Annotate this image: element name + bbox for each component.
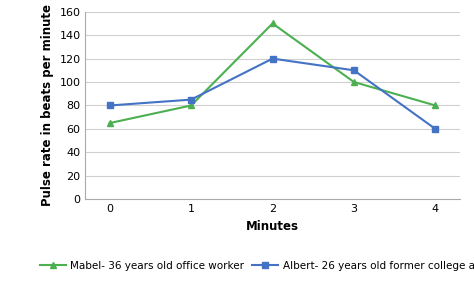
- Albert- 26 years old former college athlete: [351, 69, 357, 72]
- Albert- 26 years old former college athlete: [107, 104, 113, 107]
- Legend: Mabel- 36 years old office worker, Albert- 26 years old former college athlete: Mabel- 36 years old office worker, Alber…: [36, 257, 474, 275]
- Line: Mabel- 36 years old office worker: Mabel- 36 years old office worker: [106, 20, 439, 127]
- Y-axis label: Pulse rate in beats per minute: Pulse rate in beats per minute: [41, 4, 54, 207]
- X-axis label: Minutes: Minutes: [246, 220, 299, 233]
- Albert- 26 years old former college athlete: [270, 57, 275, 60]
- Mabel- 36 years old office worker: [351, 80, 357, 84]
- Albert- 26 years old former college athlete: [188, 98, 194, 101]
- Albert- 26 years old former college athlete: [432, 127, 438, 131]
- Line: Albert- 26 years old former college athlete: Albert- 26 years old former college athl…: [106, 55, 439, 132]
- Mabel- 36 years old office worker: [107, 121, 113, 125]
- Mabel- 36 years old office worker: [432, 104, 438, 107]
- Mabel- 36 years old office worker: [270, 22, 275, 25]
- Mabel- 36 years old office worker: [188, 104, 194, 107]
